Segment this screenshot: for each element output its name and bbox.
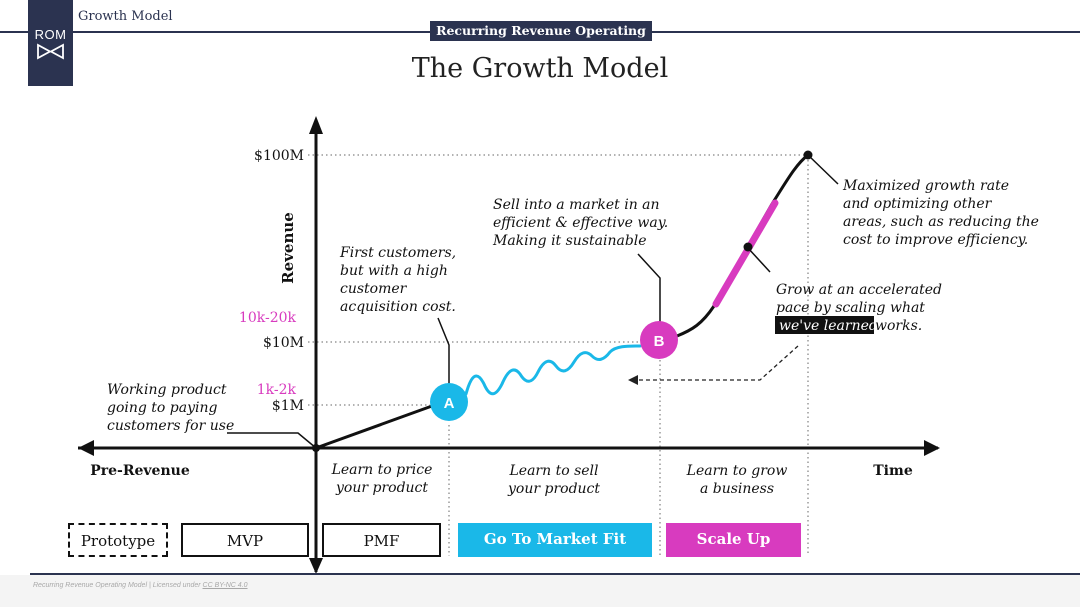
leader-max xyxy=(807,154,839,185)
footer-bar xyxy=(0,575,1080,607)
point-b-label: B xyxy=(654,333,665,350)
leader-sell xyxy=(637,253,661,322)
bowtie-icon xyxy=(37,43,64,60)
note-max-2: and optimizing other xyxy=(843,196,993,212)
license-link[interactable]: CC BY-NC 4.0 xyxy=(202,582,248,589)
point-a-label: A xyxy=(444,395,455,412)
note-max-4: cost to improve efficiency. xyxy=(843,232,1028,248)
stage-scale-up: Scale Up xyxy=(666,523,801,557)
stage-go-to-market-fit: Go To Market Fit xyxy=(458,523,652,557)
note-max-1: Maximized growth rate xyxy=(842,178,1009,194)
y-axis-arrow-up xyxy=(309,116,323,134)
y-axis-arrow-down xyxy=(309,558,323,574)
tick-10m: $10M xyxy=(263,335,304,351)
peak-dot xyxy=(803,150,813,160)
leader-working xyxy=(227,432,317,449)
tick-1m: $1M xyxy=(272,398,304,414)
phase-price-line1: Learn to price xyxy=(331,462,433,478)
stage-mvp: MVP xyxy=(181,523,309,557)
logo[interactable]: ROM xyxy=(28,0,73,86)
note-sell-3: Making it sustainable xyxy=(492,233,647,249)
leader-first xyxy=(437,317,450,384)
note-sell-1: Sell into a market in an xyxy=(493,197,660,213)
phase-price-line2: your product xyxy=(335,480,428,496)
x-axis-arrow-left xyxy=(78,440,94,456)
note-first-2: but with a high xyxy=(340,263,448,279)
logo-text: ROM xyxy=(34,27,67,42)
note-first-4: acquisition cost. xyxy=(340,299,456,315)
note-grow-tail: works. xyxy=(875,318,922,334)
footer-rule xyxy=(30,573,1080,575)
note-first-1: First customers, xyxy=(339,245,456,261)
tick-10k-20k: 10k-20k xyxy=(239,310,297,326)
note-working-3: customers for use xyxy=(107,418,234,434)
phase-sell-line2: your product xyxy=(507,481,600,497)
stage-prototype: Prototype xyxy=(68,523,168,557)
feedback-arrow xyxy=(636,345,799,381)
note-max-3: areas, such as reducing the xyxy=(843,214,1039,230)
highlight-box xyxy=(775,316,874,334)
origin-dot xyxy=(312,444,320,452)
note-grow-1: Grow at an accelerated xyxy=(776,282,942,298)
feedback-arrowhead xyxy=(628,375,638,385)
footer-license-text: Recurring Revenue Operating Model | Lice… xyxy=(33,582,203,589)
phase-grow-line2: a business xyxy=(700,481,774,497)
page-title: The Growth Model xyxy=(411,53,669,84)
tick-1k-2k: 1k-2k xyxy=(257,382,297,398)
x-axis-arrow-right xyxy=(924,440,940,456)
note-working-2: going to paying xyxy=(107,400,218,416)
curve-prelaunch xyxy=(315,404,433,450)
phase-sell-line1: Learn to sell xyxy=(508,463,598,479)
leader-grow xyxy=(747,247,771,273)
pre-revenue-label: Pre-Revenue xyxy=(90,463,190,479)
x-axis-label: Time xyxy=(873,463,913,479)
phase-grow-line1: Learn to grow xyxy=(686,463,788,479)
section-label: Growth Model xyxy=(78,9,173,24)
tick-100m: $100M xyxy=(254,148,304,164)
point-a xyxy=(430,383,468,421)
curve-accelerated xyxy=(712,199,779,308)
accelerate-dot xyxy=(743,242,753,252)
stage-pmf: PMF xyxy=(322,523,441,557)
note-grow-highlight: we've learned xyxy=(779,318,878,334)
y-axis-label: Revenue xyxy=(279,212,297,284)
note-sell-2: efficient & effective way. xyxy=(493,215,668,231)
note-first-3: customer xyxy=(340,281,408,297)
note-grow-2: pace by scaling what xyxy=(776,300,925,316)
banner: Recurring Revenue Operating Model xyxy=(430,21,652,58)
note-working-1: Working product xyxy=(107,382,227,398)
curve-market-fit xyxy=(464,344,642,396)
point-b xyxy=(640,321,678,359)
footer-text: Recurring Revenue Operating Model | Lice… xyxy=(33,582,248,589)
